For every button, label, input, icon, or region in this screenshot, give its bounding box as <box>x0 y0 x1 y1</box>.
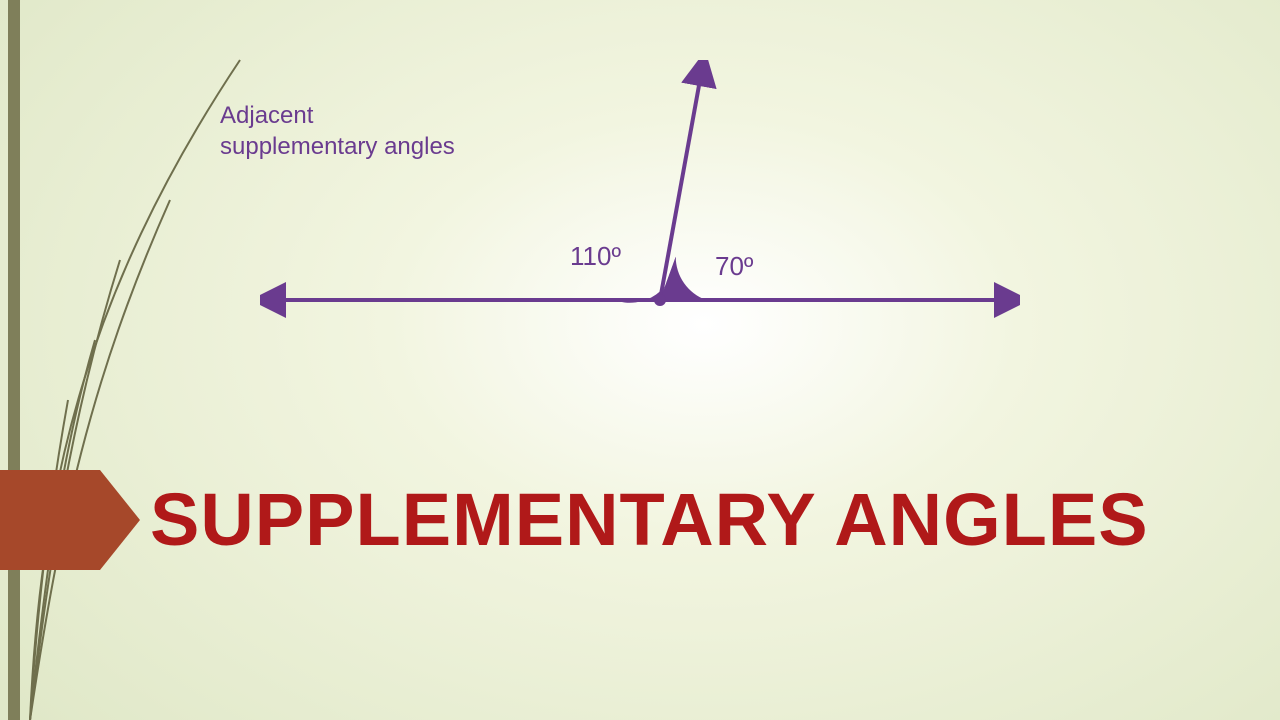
slide-canvas: 110º 70º Adjacent supplementary angles S… <box>0 0 1280 720</box>
main-title: SUPPLEMENTARY ANGLES <box>150 470 1149 570</box>
caption-line-1: Adjacent <box>220 100 455 131</box>
caption-line-2: supplementary angles <box>220 131 455 162</box>
diagram-caption: Adjacent supplementary angles <box>220 100 455 162</box>
title-arrow-shape <box>0 470 140 570</box>
angle-right-label: 70º <box>715 251 754 281</box>
left-accent-bar <box>8 0 20 720</box>
angle-left-label: 110º <box>570 241 621 271</box>
